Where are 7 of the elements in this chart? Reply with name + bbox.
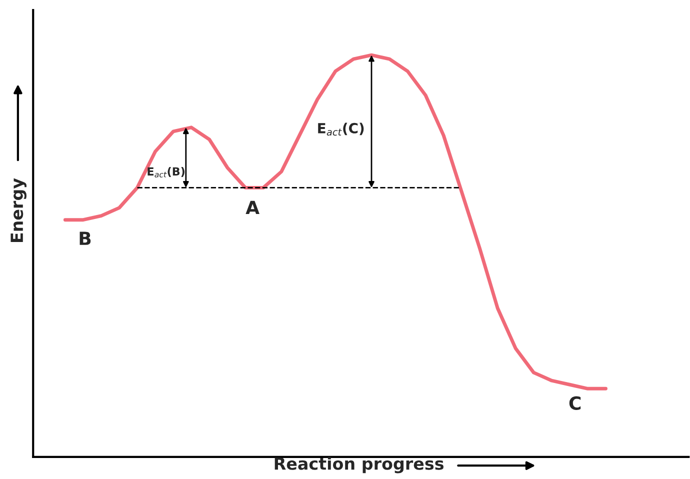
x-axis-title: Reaction progress (274, 456, 444, 474)
annotation: C (569, 396, 581, 410)
annotation: E$_{act}$(B) (148, 167, 184, 178)
annotation: A (246, 200, 260, 214)
annotation: B (80, 232, 91, 245)
y-axis-title: Energy (10, 178, 26, 242)
annotation: E$_{act}$(C) (318, 122, 364, 136)
